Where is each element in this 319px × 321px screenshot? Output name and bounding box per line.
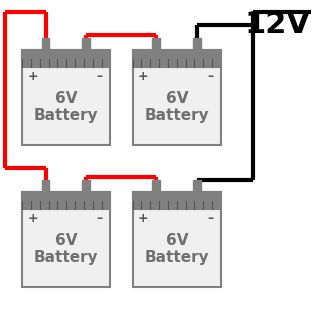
Text: –: – <box>97 70 103 83</box>
Text: –: – <box>207 70 213 83</box>
Bar <box>41 180 49 192</box>
Bar <box>22 50 110 67</box>
Text: +: + <box>27 70 38 83</box>
Bar <box>22 50 110 145</box>
Bar <box>82 180 90 192</box>
Bar <box>22 192 110 287</box>
Text: +: + <box>138 70 149 83</box>
Text: +: + <box>27 212 38 225</box>
Bar <box>133 192 221 287</box>
Bar <box>22 192 110 209</box>
Text: 12V: 12V <box>245 10 311 39</box>
Bar <box>133 50 221 145</box>
Bar <box>133 50 221 67</box>
Bar <box>41 38 49 50</box>
Text: 6V
Battery: 6V Battery <box>34 233 99 265</box>
Text: 6V
Battery: 6V Battery <box>145 233 209 265</box>
Bar <box>82 38 90 50</box>
Text: 6V
Battery: 6V Battery <box>34 91 99 123</box>
Text: 6V
Battery: 6V Battery <box>145 91 209 123</box>
Text: +: + <box>138 212 149 225</box>
Text: –: – <box>207 212 213 225</box>
Bar <box>133 192 221 209</box>
Bar <box>152 180 160 192</box>
Bar <box>193 180 201 192</box>
Bar <box>193 38 201 50</box>
Text: –: – <box>97 212 103 225</box>
Bar <box>152 38 160 50</box>
